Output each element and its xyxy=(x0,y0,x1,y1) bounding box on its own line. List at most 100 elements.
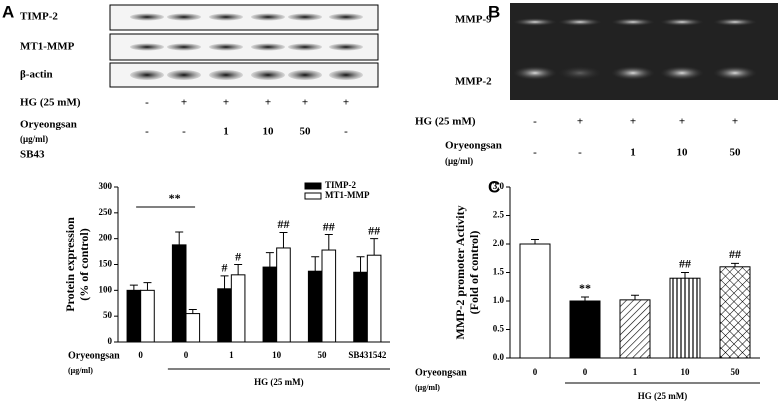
band xyxy=(329,13,363,21)
bar xyxy=(262,266,278,343)
error-bar xyxy=(188,308,197,314)
row-cell: + xyxy=(302,97,308,109)
y-label-line: MMP-2 promoter Activity xyxy=(453,205,467,339)
row-cell: + xyxy=(630,116,636,128)
annotation: # xyxy=(235,249,241,263)
gel-band xyxy=(713,18,757,26)
y-label-line: (Fold of control) xyxy=(467,231,481,315)
row-label: HG (25 mM) xyxy=(415,116,476,128)
bar xyxy=(217,288,232,343)
row-label: HG (25 mM) xyxy=(20,97,81,109)
band xyxy=(209,13,243,21)
row-cell: - xyxy=(533,116,537,128)
x-tick-label: 1 xyxy=(229,350,234,360)
band xyxy=(251,13,285,21)
bar xyxy=(353,271,368,343)
x-tick-label: 50 xyxy=(318,350,328,360)
row-cell: + xyxy=(265,97,271,109)
x-tick-label: 0 xyxy=(138,350,143,360)
annotation: ## xyxy=(679,256,691,270)
y-tick-label: 150 xyxy=(99,259,113,269)
row-cell: 1 xyxy=(630,147,636,159)
row-label: Oryeongsan xyxy=(20,119,77,131)
row-cell: + xyxy=(679,116,685,128)
row-cell: - xyxy=(578,147,582,159)
band xyxy=(130,70,164,80)
panel-letter: A xyxy=(2,2,14,21)
bar xyxy=(171,244,187,343)
x-tick-label: 0 xyxy=(583,367,588,377)
band xyxy=(288,70,322,80)
gel-band xyxy=(660,18,704,26)
row-cell: - xyxy=(533,147,537,159)
x-tick-label: 10 xyxy=(681,367,691,377)
group-label: HG (25 mM) xyxy=(638,391,688,401)
x-row-label: Oryeongsan xyxy=(68,350,120,361)
band-label: TIMP-2 xyxy=(20,11,58,23)
gel-band xyxy=(611,66,655,80)
y-tick-label: 250 xyxy=(99,207,113,217)
error-bar xyxy=(581,296,589,301)
row-cell: 50 xyxy=(730,147,742,159)
x-row-label: Oryeongsan xyxy=(415,367,467,378)
band xyxy=(251,70,285,80)
annotation: ## xyxy=(323,219,335,233)
band-label: β-actin xyxy=(20,69,53,81)
band xyxy=(329,43,363,51)
annotation: ** xyxy=(169,191,181,205)
band xyxy=(209,70,243,80)
y-tick-label: 3.0 xyxy=(493,181,505,191)
band-label: MMP-2 xyxy=(455,76,492,88)
band xyxy=(167,70,201,80)
band xyxy=(288,43,322,51)
x-row-label: (μg/ml) xyxy=(415,383,440,392)
error-bar xyxy=(731,262,739,267)
row-label: (μg/ml) xyxy=(445,156,473,166)
band xyxy=(130,13,164,21)
error-bar xyxy=(531,238,539,244)
bar xyxy=(276,247,291,343)
x-tick-label: 10 xyxy=(272,350,282,360)
row-cell: + xyxy=(343,97,349,109)
bar xyxy=(321,249,337,343)
annotation: ## xyxy=(729,247,741,261)
row-cell: 10 xyxy=(677,147,689,159)
row-cell: - xyxy=(344,126,348,138)
y-tick-label: 2.5 xyxy=(493,210,505,220)
band xyxy=(251,43,285,51)
bar xyxy=(230,274,246,343)
error-bar xyxy=(234,264,243,275)
legend-swatch xyxy=(304,182,322,190)
y-tick-label: 1.0 xyxy=(493,295,505,305)
row-cell: - xyxy=(182,126,186,138)
annotation: ** xyxy=(579,281,591,295)
row-cell: 1 xyxy=(223,126,229,138)
band xyxy=(167,13,201,21)
bar xyxy=(519,243,551,359)
error-bar xyxy=(265,252,274,268)
band xyxy=(167,43,201,51)
x-tick-label: 0 xyxy=(184,350,189,360)
y-label-line: Protein expression xyxy=(63,217,77,312)
gel-band xyxy=(713,66,757,80)
error-bar xyxy=(143,282,152,291)
gel-b xyxy=(510,3,778,100)
row-cell: - xyxy=(145,97,149,109)
group-label: HG (25 mM) xyxy=(254,377,304,387)
row-cell: - xyxy=(145,126,149,138)
error-bar xyxy=(324,234,333,251)
band xyxy=(209,43,243,51)
bar xyxy=(307,270,323,343)
x-tick-label: 50 xyxy=(731,367,741,377)
y-tick-label: 100 xyxy=(99,284,113,294)
y-label: Protein expression (% of control) xyxy=(63,217,91,312)
bar xyxy=(569,300,601,359)
bar xyxy=(619,299,651,359)
row-cell: + xyxy=(732,116,738,128)
row-cell: 10 xyxy=(263,126,275,138)
error-bar xyxy=(631,294,639,300)
bar xyxy=(185,313,201,343)
y-tick-label: 0.0 xyxy=(493,352,505,362)
x-tick-label: SB431542 xyxy=(348,350,387,360)
